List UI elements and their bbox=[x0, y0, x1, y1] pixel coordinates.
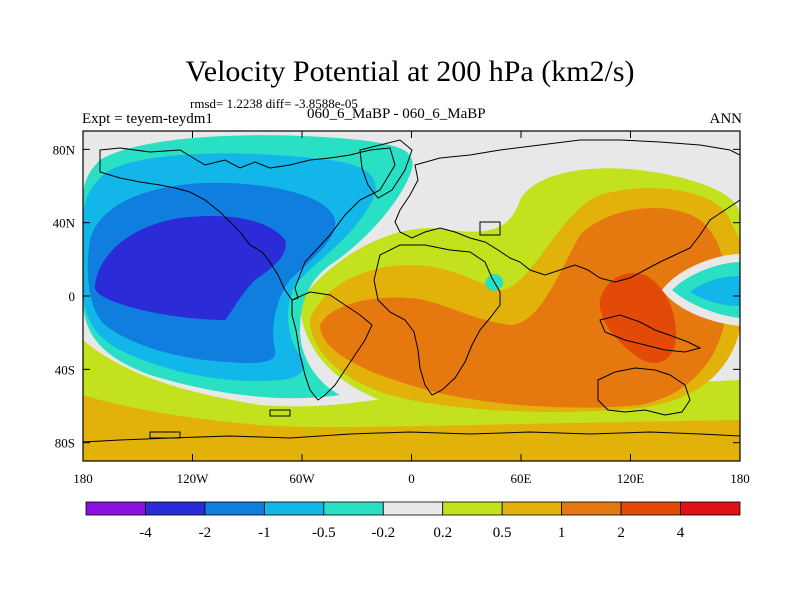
colorbar-label: 4 bbox=[677, 525, 685, 541]
colorbar-label: 1 bbox=[558, 525, 566, 541]
season-label: ANN bbox=[709, 111, 743, 127]
stats-line: rmsd= 1.2238 diff= -3.8588e-05 bbox=[190, 96, 358, 111]
colorbar-label: 0.2 bbox=[433, 525, 452, 541]
coast-south-america bbox=[291, 291, 373, 401]
coast-greenland bbox=[359, 139, 413, 199]
band-2-4-east bbox=[599, 272, 676, 363]
colorbar-swatch bbox=[85, 501, 146, 516]
colorbar-label: -2 bbox=[199, 525, 212, 541]
x-tick-label: 180 bbox=[730, 471, 750, 486]
contour-fills bbox=[83, 131, 740, 461]
coast-australia bbox=[597, 367, 691, 416]
band-neg-eastpacific-core bbox=[690, 276, 740, 306]
coast-island-1 bbox=[149, 431, 181, 439]
band-1-2-east bbox=[320, 208, 727, 408]
y-tick-label: 40S bbox=[55, 362, 75, 377]
colorbar-swatch bbox=[680, 501, 741, 516]
colorbar-label: 0.5 bbox=[493, 525, 512, 541]
colorbar-swatch bbox=[263, 501, 325, 516]
coastlines bbox=[83, 139, 740, 443]
colorbar-label: -0.2 bbox=[371, 525, 395, 541]
chart-title: Velocity Potential at 200 hPa (km2/s) bbox=[185, 55, 635, 88]
coast-maritime-asia bbox=[599, 314, 702, 353]
x-tick-label: 60W bbox=[289, 471, 315, 486]
coast-africa bbox=[373, 244, 501, 396]
colorbar-label: -0.5 bbox=[312, 525, 336, 541]
colorbar-swatch bbox=[501, 501, 563, 516]
y-tick-label: 0 bbox=[69, 289, 76, 304]
coast-north-america bbox=[99, 147, 396, 301]
case-label: 060_6_MaBP - 060_6_MaBP bbox=[307, 106, 486, 122]
x-tick-label: 60E bbox=[511, 471, 532, 486]
colorbar-swatch bbox=[382, 501, 444, 516]
colorbar-swatch bbox=[561, 501, 622, 516]
colorbar-swatch bbox=[145, 501, 206, 516]
colorbar-swatch bbox=[204, 501, 265, 516]
x-tick-label: 120W bbox=[177, 471, 210, 486]
coast-eurasia bbox=[394, 139, 740, 283]
band-neg2-neg4-west bbox=[94, 216, 286, 320]
band-0.5-1-south bbox=[83, 395, 740, 461]
y-tick-label: 80N bbox=[53, 142, 76, 157]
y-tick-label: 40N bbox=[53, 216, 76, 231]
x-tick-label: 120E bbox=[617, 471, 645, 486]
y-tick-label: 80S bbox=[55, 436, 75, 451]
colorbar-swatch bbox=[442, 501, 503, 516]
x-tick-label: 0 bbox=[408, 471, 415, 486]
x-tick-label: 180 bbox=[73, 471, 93, 486]
colorbar-label: -1 bbox=[258, 525, 271, 541]
colorbar-swatch bbox=[323, 501, 384, 516]
colorbar-label: -4 bbox=[139, 525, 152, 541]
colorbar-label: 2 bbox=[617, 525, 625, 541]
coast-island-2 bbox=[269, 409, 291, 417]
colorbar-swatch bbox=[620, 501, 681, 516]
band-nearzero-eastpacific-edge bbox=[662, 254, 740, 326]
colorbar: -4 -2 -1 -0.5 -0.2 0.2 0.5 1 2 4 bbox=[85, 501, 741, 541]
experiment-label: Expt = teyem-teydm1 bbox=[82, 111, 213, 127]
coast-island-3 bbox=[479, 221, 501, 236]
